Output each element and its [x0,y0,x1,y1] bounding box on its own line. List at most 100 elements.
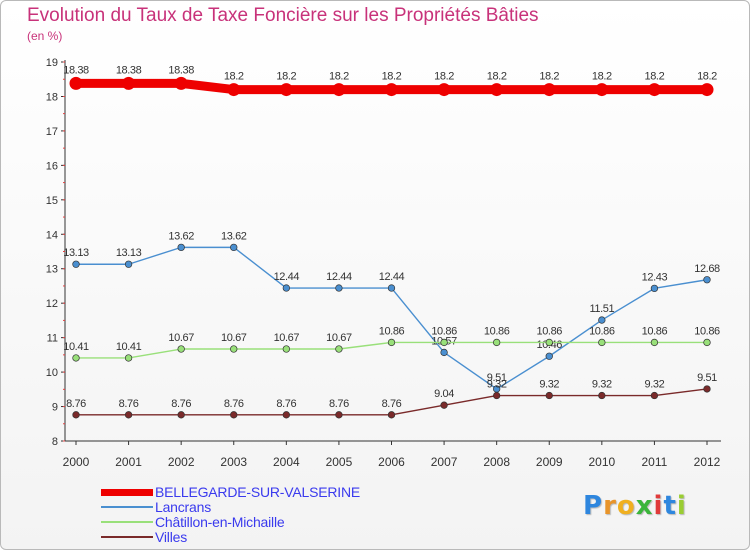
data-label: 18.2 [276,71,296,83]
data-label: 18.2 [382,71,402,83]
x-tick-label: 2011 [642,455,668,469]
data-label: 10.86 [642,325,668,337]
data-point [335,284,343,292]
data-label: 10.86 [484,325,510,337]
y-tick-label: 10 [46,367,58,379]
data-label: 13.13 [63,247,89,259]
y-tick-label: 15 [46,195,58,207]
data-label: 10.67 [326,332,352,344]
data-point [542,83,556,97]
data-label: 8.76 [276,398,296,410]
data-point [437,83,451,97]
data-point [650,338,659,347]
x-tick-label: 2012 [694,455,721,469]
data-point [493,391,501,400]
data-point [124,411,133,419]
data-point [69,76,83,90]
data-label: 12.43 [642,271,668,283]
data-point [122,76,136,90]
data-label: 8.76 [224,398,244,410]
data-point [230,243,238,252]
x-tick-label: 2006 [378,455,405,469]
data-point [650,284,659,293]
data-label: 18.2 [645,71,665,83]
data-point [177,345,185,353]
logo-letter: i [676,491,687,521]
y-tick-label: 14 [46,229,58,241]
logo-letter: i [653,491,664,521]
logo-letter: o [616,491,636,521]
data-label: 10.41 [63,341,89,353]
data-label: 18.2 [224,71,244,83]
x-tick-label: 2005 [326,455,353,469]
data-label: 8.76 [329,398,349,410]
data-label: 10.86 [379,325,405,337]
logo-letter: P [583,491,604,521]
data-label: 10.41 [116,341,142,353]
y-tick-label: 8 [52,436,58,448]
y-tick-label: 12 [46,298,58,310]
data-point [385,83,398,97]
data-label: 9.32 [539,379,559,391]
data-label: 18.38 [168,64,194,76]
chart-subtitle: (en %) [27,29,63,43]
data-label: 8.76 [382,398,402,410]
data-point [700,83,714,97]
data-point [230,411,238,419]
data-point [177,411,185,419]
x-tick-label: 2010 [588,455,615,469]
data-label: 10.86 [431,325,457,337]
x-tick-label: 2000 [63,455,90,469]
y-tick-label: 13 [46,264,58,276]
x-tick-label: 2002 [168,455,195,469]
data-label: 10.67 [168,332,194,344]
data-label: 12.44 [326,271,352,283]
data-label: 12.68 [694,263,720,275]
data-point [703,338,711,347]
legend-label-bellegarde: BELLEGARDE-SUR-VALSERINE [155,484,361,500]
data-label: 9.04 [434,388,454,400]
data-point [230,345,238,353]
data-label: 9.32 [592,379,612,391]
data-label: 10.67 [274,332,300,344]
y-tick-label: 17 [46,126,58,138]
legend-swatch-bellegarde [101,489,153,496]
logo-letter: x [635,491,654,521]
data-label: 13.13 [116,247,142,259]
data-point [124,354,133,362]
x-tick-label: 2004 [273,455,300,469]
data-point [387,411,396,419]
data-point [174,76,188,90]
data-point [440,401,448,409]
legend-label-villes: Villes [155,529,188,545]
x-tick-label: 2001 [115,455,142,469]
y-tick-label: 19 [46,57,58,69]
data-point [282,345,290,353]
data-label: 8.76 [119,398,139,410]
data-point [598,338,606,347]
data-label: 18.2 [697,71,717,83]
data-point [72,260,80,268]
data-label: 18.2 [539,71,559,83]
data-point [598,316,606,324]
data-label: 11.51 [589,303,614,315]
data-point [387,338,396,347]
data-point [282,284,290,292]
data-label: 9.51 [487,372,507,384]
data-point [335,345,343,353]
data-point [72,411,80,419]
series-line-1 [75,246,708,390]
data-label: 10.86 [589,325,615,337]
data-point [279,83,293,97]
y-tick-label: 9 [52,402,58,414]
data-point [595,83,609,97]
legend-label-lancrans: Lancrans [155,499,211,515]
data-point [124,260,133,268]
proxiti-logo: Proxiti [583,491,687,521]
y-tick-label: 18 [46,91,58,103]
data-point [598,391,606,400]
data-point [387,284,396,292]
legend-swatch-lancrans [101,506,153,508]
logo-letter: t [663,491,677,521]
